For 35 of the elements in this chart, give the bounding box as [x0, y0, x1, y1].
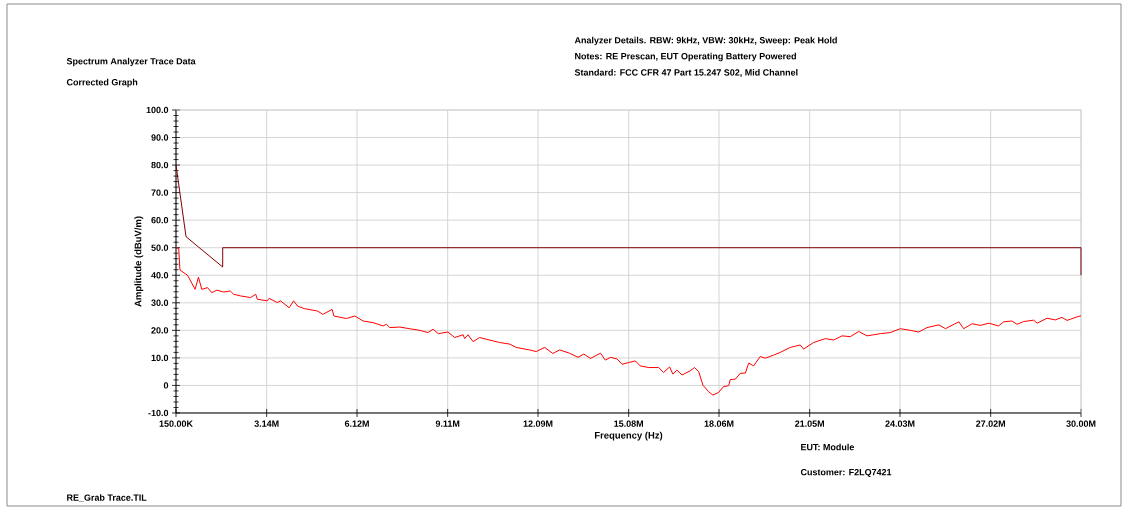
text: Customer: F2LQ7421 [800, 468, 892, 477]
line-series [175, 247, 1082, 396]
y-tick-label: 40.0 [151, 272, 169, 279]
x-tick-label: 12.09M [523, 420, 553, 427]
text: Standard: FCC CFR 47 Part 15.247 S02, Mid Channel [574, 69, 798, 77]
y-tick-label: 100.0 [146, 106, 169, 114]
y-tick-label: 0 [163, 382, 169, 389]
text: Notes: RE Prescan, EUT Operating Battery Powered [575, 52, 796, 62]
x-tick-label: 15.08M [614, 420, 644, 427]
x-axis-title: Frequency (Hz) [594, 431, 663, 441]
y-tick-label: 10.0 [151, 354, 169, 362]
y-tick-label: 20.0 [151, 327, 169, 334]
y-tick-label: 70.0 [151, 189, 169, 196]
y-tick-label: 80.0 [151, 161, 169, 169]
x-tick-label: 3.14M [254, 420, 279, 427]
x-tick-label: 30.00M [1066, 420, 1096, 427]
x-tick-label: 9.11M [435, 420, 460, 427]
x-tick-label: 18.06M [704, 420, 734, 427]
y-tick-label: 30.0 [151, 299, 169, 306]
x-tick-label: 24.03M [885, 420, 915, 427]
y-tick-label: 50.0 [151, 244, 169, 251]
text: Corrected Graph [66, 78, 138, 88]
text: EUT: Module [801, 443, 855, 451]
text: Analyzer Details. RBW: 9kHz, VBW: 30kHz, Sweep: Peak Hold [574, 36, 837, 46]
y-tick-label: -10.0 [148, 409, 169, 417]
line-series [175, 164, 1082, 276]
x-tick-label: 21.05M [795, 420, 825, 427]
x-tick-label: 6.12M [344, 420, 369, 427]
x-tick-label: 27.02M [976, 420, 1006, 427]
y-axis-title: Amplitude (dBuV/m) [134, 216, 144, 307]
text: RE_Grab Trace.TIL [67, 494, 147, 502]
x-tick-label: 150.00K [159, 420, 193, 427]
chart-title: Spectrum Analyzer Trace Data [66, 57, 196, 67]
y-tick-label: 60.0 [151, 216, 169, 224]
y-tick-label: 90.0 [151, 134, 169, 141]
